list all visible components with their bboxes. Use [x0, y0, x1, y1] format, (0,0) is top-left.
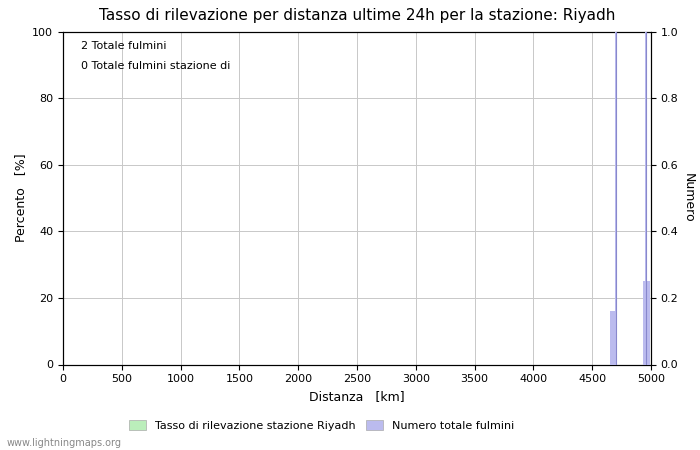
Bar [643, 281, 645, 364]
Bar [648, 281, 650, 364]
Text: www.lightningmaps.org: www.lightningmaps.org [7, 438, 122, 448]
Y-axis label: Percento   [%]: Percento [%] [14, 154, 27, 242]
Y-axis label: Numero: Numero [682, 173, 695, 223]
Bar [610, 311, 615, 364]
Text: 2 Totale fulmini: 2 Totale fulmini [80, 41, 166, 51]
X-axis label: Distanza   [km]: Distanza [km] [309, 390, 405, 403]
Text: 0 Totale fulmini stazione di: 0 Totale fulmini stazione di [80, 62, 230, 72]
Title: Tasso di rilevazione per distanza ultime 24h per la stazione: Riyadh: Tasso di rilevazione per distanza ultime… [99, 9, 615, 23]
Bar [615, 32, 617, 364]
Legend: Tasso di rilevazione stazione Riyadh, Numero totale fulmini: Tasso di rilevazione stazione Riyadh, Nu… [125, 416, 519, 436]
Bar [645, 32, 648, 364]
